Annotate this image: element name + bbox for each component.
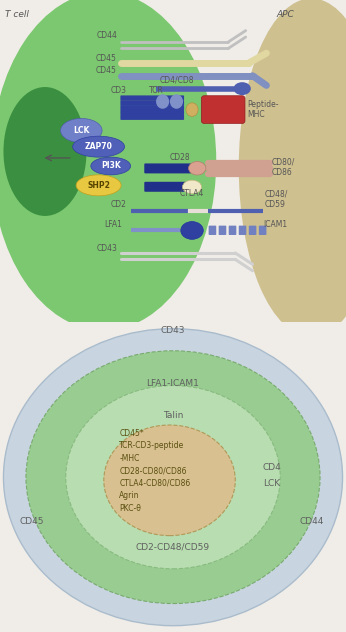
FancyBboxPatch shape bbox=[239, 226, 246, 235]
Text: LFA1-ICAM1: LFA1-ICAM1 bbox=[147, 379, 199, 389]
Ellipse shape bbox=[104, 425, 235, 535]
FancyBboxPatch shape bbox=[219, 226, 226, 235]
Text: ICAM1: ICAM1 bbox=[263, 219, 287, 229]
Ellipse shape bbox=[61, 118, 102, 143]
Text: Talin: Talin bbox=[163, 411, 183, 420]
Text: CD44: CD44 bbox=[299, 517, 324, 526]
Text: LCK: LCK bbox=[263, 479, 280, 488]
Text: CD43: CD43 bbox=[97, 244, 118, 253]
Ellipse shape bbox=[234, 82, 251, 95]
Ellipse shape bbox=[73, 136, 125, 157]
Text: CD44: CD44 bbox=[97, 31, 118, 40]
FancyBboxPatch shape bbox=[120, 110, 184, 115]
Ellipse shape bbox=[0, 0, 216, 331]
Ellipse shape bbox=[189, 162, 206, 175]
Ellipse shape bbox=[183, 180, 201, 194]
Text: LCK: LCK bbox=[73, 126, 90, 135]
Text: CD2: CD2 bbox=[111, 200, 127, 209]
Text: T cell: T cell bbox=[5, 9, 29, 19]
Text: CD45*
TCR-CD3-peptide
-MHC
CD28-CD80/CD86
CTLA4-CD80/CD86
Agrin
PKC-θ: CD45* TCR-CD3-peptide -MHC CD28-CD80/CD8… bbox=[119, 429, 191, 513]
Text: CD80/
CD86: CD80/ CD86 bbox=[272, 157, 295, 177]
Ellipse shape bbox=[91, 157, 131, 175]
Text: CD2-CD48/CD59: CD2-CD48/CD59 bbox=[136, 542, 210, 551]
Text: CD45: CD45 bbox=[95, 66, 116, 75]
FancyBboxPatch shape bbox=[201, 95, 245, 123]
FancyBboxPatch shape bbox=[120, 100, 184, 106]
Text: PI3K: PI3K bbox=[101, 162, 121, 171]
Ellipse shape bbox=[156, 94, 169, 109]
FancyBboxPatch shape bbox=[120, 105, 184, 110]
Text: ZAP70: ZAP70 bbox=[85, 142, 112, 151]
Ellipse shape bbox=[239, 0, 346, 337]
FancyBboxPatch shape bbox=[120, 95, 184, 100]
Ellipse shape bbox=[26, 351, 320, 604]
Ellipse shape bbox=[181, 222, 203, 240]
Ellipse shape bbox=[170, 94, 183, 109]
Text: APC: APC bbox=[277, 9, 294, 19]
Ellipse shape bbox=[66, 386, 280, 569]
Text: CD4/CD8: CD4/CD8 bbox=[159, 75, 194, 84]
FancyBboxPatch shape bbox=[144, 164, 191, 173]
Ellipse shape bbox=[3, 329, 343, 626]
Text: CD3: CD3 bbox=[111, 87, 127, 95]
Text: LFA1: LFA1 bbox=[104, 219, 122, 229]
FancyBboxPatch shape bbox=[120, 115, 184, 120]
Text: TCR: TCR bbox=[149, 87, 164, 95]
Text: CD45: CD45 bbox=[95, 54, 116, 63]
Ellipse shape bbox=[76, 175, 121, 196]
FancyBboxPatch shape bbox=[209, 226, 216, 235]
Ellipse shape bbox=[3, 87, 86, 216]
Text: CD4: CD4 bbox=[263, 463, 282, 472]
Ellipse shape bbox=[26, 351, 320, 604]
Text: CTLA4: CTLA4 bbox=[180, 189, 204, 198]
Ellipse shape bbox=[186, 103, 198, 116]
FancyBboxPatch shape bbox=[249, 226, 256, 235]
Text: CD43: CD43 bbox=[161, 325, 185, 335]
FancyBboxPatch shape bbox=[229, 226, 236, 235]
Text: Peptide-
MHC: Peptide- MHC bbox=[247, 100, 279, 119]
Text: SHP2: SHP2 bbox=[87, 181, 110, 190]
Text: CD48/
CD59: CD48/ CD59 bbox=[265, 190, 288, 209]
FancyBboxPatch shape bbox=[144, 182, 188, 191]
FancyBboxPatch shape bbox=[259, 226, 266, 235]
Text: CD45: CD45 bbox=[19, 517, 44, 526]
Text: CD28: CD28 bbox=[170, 152, 190, 162]
